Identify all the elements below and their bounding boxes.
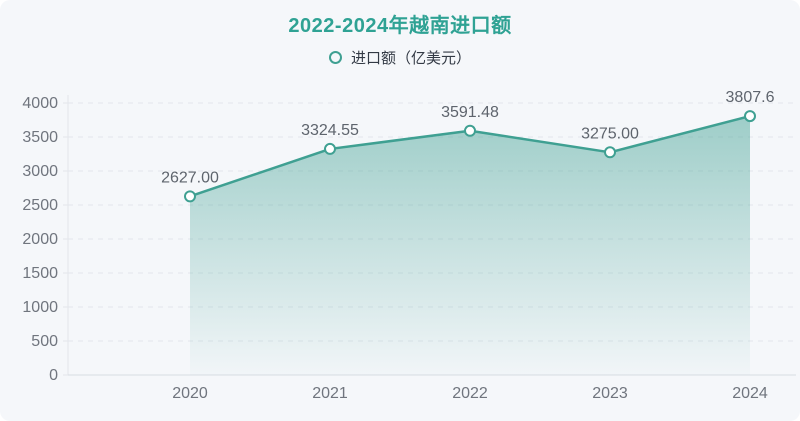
data-point[interactable] [604, 146, 616, 159]
data-point[interactable] [184, 190, 196, 203]
data-point-label: 3807.6 [726, 89, 775, 106]
data-point-label: 3275.00 [581, 125, 639, 142]
legend-circle-icon [328, 51, 342, 64]
legend-item-imports[interactable]: 进口额（亿美元） [0, 47, 800, 68]
y-axis-label: 4000 [22, 95, 58, 112]
data-point-label: 3591.48 [441, 104, 499, 121]
series-area [190, 116, 750, 376]
y-axis-label: 2000 [22, 231, 58, 248]
data-point[interactable] [744, 110, 756, 123]
data-point-label: 2627.00 [161, 169, 219, 186]
y-axis-label: 2500 [22, 197, 58, 214]
x-axis-label: 2023 [592, 385, 628, 402]
legend-label: 进口额（亿美元） [350, 50, 471, 67]
x-axis-label: 2024 [732, 385, 768, 402]
y-axis-label: 0 [49, 367, 58, 384]
x-axis-label: 2022 [452, 385, 488, 402]
x-axis-label: 2021 [312, 385, 348, 402]
data-point[interactable] [324, 142, 336, 155]
y-axis-label: 1500 [22, 265, 58, 282]
y-axis-label: 1000 [22, 299, 58, 316]
chart-title: 2022-2024年越南进口额 [288, 15, 512, 37]
y-axis-label: 3500 [22, 129, 58, 146]
x-axis-label: 2020 [172, 385, 208, 402]
data-point[interactable] [464, 124, 476, 137]
y-axis-label: 3000 [22, 163, 58, 180]
data-point-label: 3324.55 [301, 122, 359, 139]
y-axis-label: 500 [31, 333, 58, 350]
